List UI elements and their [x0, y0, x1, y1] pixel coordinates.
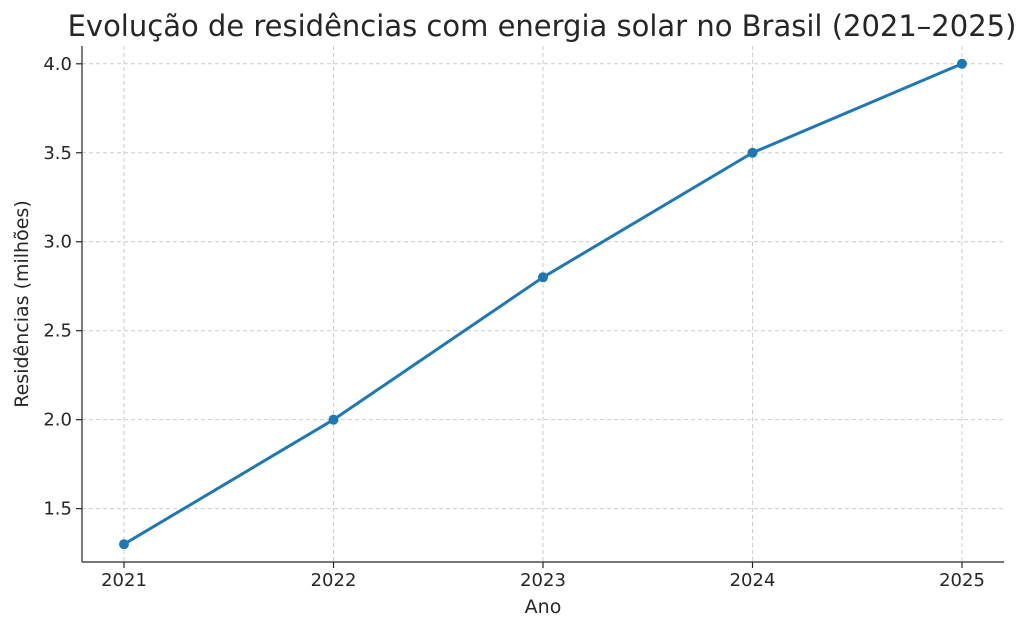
- y-tick-label: 4.0: [43, 54, 72, 75]
- x-tick-label: 2021: [101, 570, 147, 591]
- y-tick-label: 2.0: [43, 410, 72, 431]
- series-layer: [119, 58, 967, 550]
- grid: [82, 46, 1004, 562]
- data-point: [747, 147, 758, 158]
- data-point: [538, 272, 548, 283]
- data-point: [957, 58, 967, 69]
- y-tick-label: 3.5: [43, 143, 72, 164]
- x-tick-label: 2022: [311, 570, 357, 591]
- y-axis-label: Residências (milhões): [11, 200, 33, 407]
- x-axis-label: Ano: [525, 596, 562, 618]
- x-tick-label: 2025: [939, 570, 985, 591]
- y-tick-label: 2.5: [43, 321, 72, 342]
- data-point: [328, 414, 339, 425]
- data-point: [119, 539, 129, 550]
- chart-title: Evolução de residências com energia sola…: [68, 9, 1017, 43]
- x-tick-label: 2023: [520, 570, 566, 591]
- x-tick-label: 2024: [730, 570, 776, 591]
- y-tick-label: 1.5: [43, 499, 72, 520]
- x-axis-ticks: 2021 2022 2023 2024 2025: [101, 562, 985, 591]
- y-tick-label: 3.0: [43, 232, 72, 253]
- y-axis-ticks: 1.5 2.0 2.5 3.0 3.5 4.0: [43, 54, 82, 520]
- series-line: [122, 62, 964, 546]
